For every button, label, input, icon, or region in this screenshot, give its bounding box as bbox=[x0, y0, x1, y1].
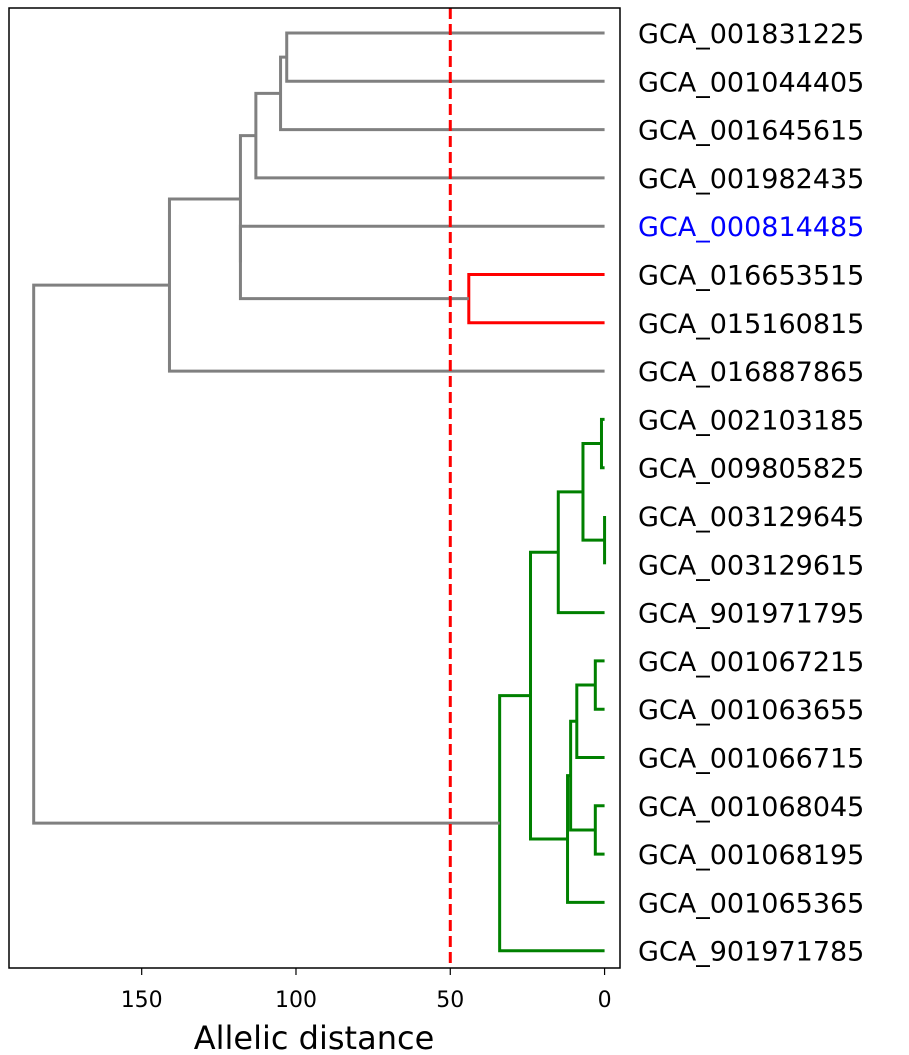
leaf-label: GCA_001068045 bbox=[638, 792, 864, 823]
dendrogram-link bbox=[167, 197, 605, 373]
x-axis-ticks: 150 100 50 0 bbox=[121, 968, 612, 1013]
x-tick-label: 150 bbox=[121, 988, 163, 1013]
leaf-label: GCA_901971795 bbox=[638, 599, 864, 630]
dendrogram-link bbox=[575, 683, 605, 759]
dendrogram-links bbox=[32, 31, 607, 953]
x-axis-label: Allelic distance bbox=[194, 1019, 435, 1055]
leaf-label: GCA_001065365 bbox=[638, 888, 864, 919]
leaf-label: GCA_016887865 bbox=[638, 357, 864, 388]
dendrogram-link bbox=[285, 31, 605, 83]
dendrogram-link bbox=[279, 55, 605, 132]
dendrogram-link bbox=[599, 417, 605, 470]
leaf-label: GCA_001067215 bbox=[638, 647, 864, 678]
leaf-label: GCA_001982435 bbox=[638, 164, 864, 195]
dendrogram-link bbox=[529, 550, 568, 841]
leaf-label: GCA_003129615 bbox=[638, 550, 864, 581]
leaf-label: GCA_001063655 bbox=[638, 695, 864, 726]
leaf-label: GCA_001068195 bbox=[638, 840, 864, 871]
leaf-label: GCA_001044405 bbox=[638, 67, 864, 98]
dendrogram-link bbox=[569, 719, 596, 832]
dendrogram-link bbox=[238, 134, 256, 263]
leaf-label: GCA_901971785 bbox=[638, 937, 864, 968]
leaf-label: GCA_000814485 bbox=[638, 212, 864, 243]
dendrogram-link bbox=[566, 774, 605, 904]
leaf-label: GCA_016653515 bbox=[638, 261, 864, 292]
dendrogram-link bbox=[593, 804, 605, 856]
x-tick-label: 50 bbox=[436, 988, 464, 1013]
dendrogram-link bbox=[556, 490, 605, 615]
dendrogram-link bbox=[593, 659, 605, 711]
leaf-label: GCA_001831225 bbox=[638, 19, 864, 50]
leaf-label: GCA_001066715 bbox=[638, 744, 864, 775]
leaf-label: GCA_002103185 bbox=[638, 405, 864, 436]
leaf-label: GCA_003129645 bbox=[638, 502, 864, 533]
dendrogram-link bbox=[467, 273, 605, 325]
leaf-label: GCA_009805825 bbox=[638, 454, 864, 485]
plot-frame bbox=[8, 7, 621, 969]
dendrogram-link bbox=[254, 91, 605, 180]
x-tick-label: 0 bbox=[598, 988, 612, 1013]
dendrogram-link bbox=[498, 694, 605, 953]
leaf-label: GCA_001645615 bbox=[638, 116, 864, 147]
dendrogram-link bbox=[581, 442, 605, 542]
leaf-labels: GCA_001831225 GCA_001044405 GCA_001645615 G… bbox=[638, 19, 864, 968]
x-tick-label: 100 bbox=[275, 988, 317, 1013]
dendrogram-link bbox=[238, 224, 605, 301]
leaf-label: GCA_015160815 bbox=[638, 309, 864, 340]
dendrogram-link bbox=[32, 283, 500, 825]
